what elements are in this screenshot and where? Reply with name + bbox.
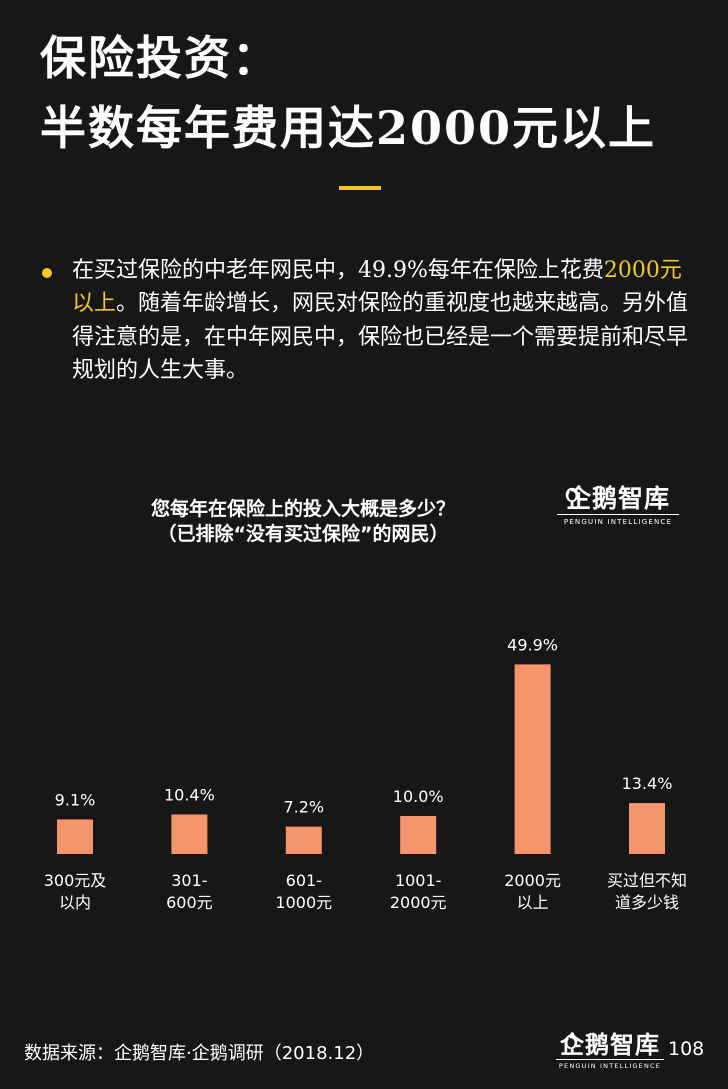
category-label-3-0: 1001- bbox=[395, 871, 442, 890]
headline-line-1: 保险投资： bbox=[40, 31, 280, 85]
bar-4 bbox=[514, 664, 551, 854]
category-label-3-1: 2000元 bbox=[390, 893, 447, 912]
footer-logo-subtitle: PENGUIN INTELLIGENCE bbox=[556, 1059, 664, 1071]
value-label-1: 10.4% bbox=[164, 785, 215, 804]
bar-0 bbox=[57, 819, 93, 854]
value-label-2: 7.2% bbox=[283, 798, 324, 817]
bar-5 bbox=[629, 803, 665, 854]
value-label-0: 9.1% bbox=[55, 790, 96, 809]
footer-logo: 企鹅智库 PENGUIN INTELLIGENCE bbox=[556, 1031, 664, 1079]
brand-logo: 企鹅智库 PENGUIN INTELLIGENCE bbox=[557, 484, 679, 536]
chart-title: 您每年在保险上的投入大概是多少？ bbox=[150, 498, 455, 520]
logo-subtitle: PENGUIN INTELLIGENCE bbox=[557, 514, 679, 527]
category-label-0-0: 300元及 bbox=[44, 871, 107, 890]
category-label-2-1: 1000元 bbox=[275, 893, 332, 912]
value-label-4: 49.9% bbox=[507, 635, 558, 654]
chart-title-block: 您每年在保险上的投入大概是多少？ （已排除“没有买过保险”的网民） bbox=[103, 497, 503, 546]
category-label-5-0: 买过但不知 bbox=[607, 871, 687, 890]
summary-text: 在买过保险的中老年网民中，49.9%每年在保险上花费2000元以上。随着年龄增长… bbox=[72, 254, 690, 388]
page-number: 108 bbox=[668, 1038, 705, 1060]
summary-text-after: 。随着年龄增长，网民对保险的重视度也越来越高。另外值得注意的是，在中年网民中，保… bbox=[72, 291, 689, 384]
chart-subtitle: （已排除“没有买过保险”的网民） bbox=[157, 522, 449, 545]
footer-penguin-icon bbox=[564, 1034, 578, 1050]
category-label-4-1: 以上 bbox=[517, 893, 549, 912]
logo-wordmark: 企鹅智库 bbox=[565, 484, 670, 513]
category-label-5-1: 道多少钱 bbox=[615, 893, 679, 912]
value-label-5: 13.4% bbox=[622, 774, 673, 793]
data-source: 数据来源：企鹅智库·企鹅调研（2018.12） bbox=[24, 1043, 375, 1064]
headline: 保险投资： 半数每年费用达2000元以上 bbox=[40, 24, 656, 164]
title-divider bbox=[339, 186, 381, 190]
bullet-dot-icon bbox=[42, 268, 52, 278]
category-label-2-0: 601- bbox=[286, 871, 322, 890]
category-label-0-1: 以内 bbox=[59, 893, 91, 912]
summary-highlight: 2000元以上 bbox=[72, 258, 682, 317]
bar-2 bbox=[285, 826, 322, 854]
category-label-1-0: 301- bbox=[171, 871, 207, 890]
category-label-4-0: 2000元 bbox=[504, 871, 561, 890]
value-label-3: 10.0% bbox=[393, 787, 444, 806]
category-label-1-1: 600元 bbox=[166, 893, 213, 912]
bar-3 bbox=[400, 816, 437, 854]
penguin-icon bbox=[565, 487, 579, 503]
summary-text-before: 在买过保险的中老年网民中，49.9%每年在保险上花费 bbox=[72, 258, 604, 283]
headline-line-2: 半数每年费用达2000元以上 bbox=[40, 100, 657, 155]
bar-1 bbox=[171, 814, 208, 854]
summary-bullet: 在买过保险的中老年网民中，49.9%每年在保险上花费2000元以上。随着年龄增长… bbox=[40, 254, 690, 388]
